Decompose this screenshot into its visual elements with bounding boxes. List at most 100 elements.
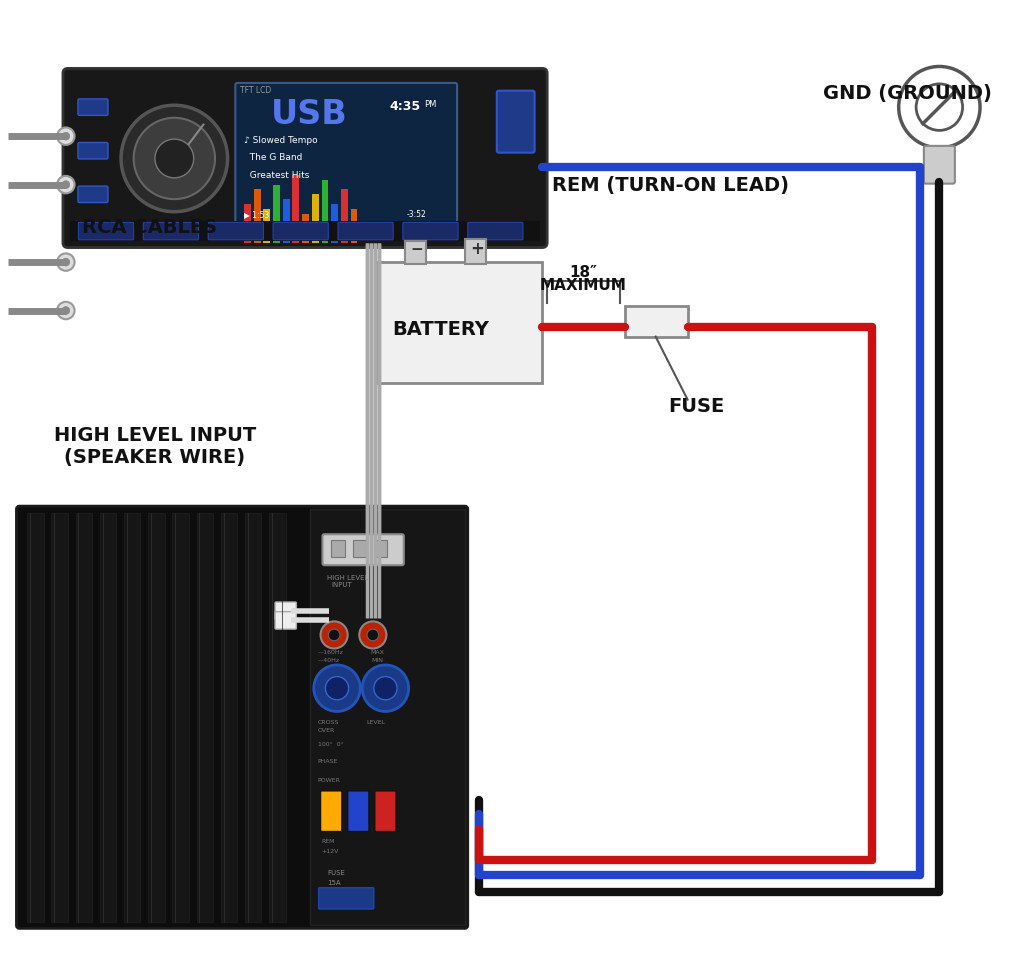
Bar	[378, 262, 543, 384]
Bar	[254, 190, 260, 243]
Bar	[269, 513, 286, 922]
Text: HIGH LEVEL: HIGH LEVEL	[328, 574, 369, 581]
Bar	[404, 241, 426, 264]
FancyBboxPatch shape	[402, 222, 458, 240]
FancyBboxPatch shape	[79, 222, 134, 240]
Text: CROSS: CROSS	[317, 720, 339, 725]
Bar	[244, 204, 251, 243]
FancyBboxPatch shape	[78, 186, 108, 202]
Text: —40Hz: —40Hz	[317, 658, 340, 663]
Bar	[70, 222, 541, 241]
Circle shape	[362, 665, 409, 712]
Bar	[51, 513, 68, 922]
Bar	[99, 513, 116, 922]
Text: −: −	[411, 243, 423, 257]
Text: FUSE: FUSE	[669, 397, 724, 416]
Bar	[293, 175, 299, 243]
Circle shape	[326, 676, 348, 700]
FancyBboxPatch shape	[338, 222, 393, 240]
FancyBboxPatch shape	[273, 222, 329, 240]
Circle shape	[155, 139, 194, 177]
Text: MAXIMUM: MAXIMUM	[540, 278, 627, 293]
Text: GND (GROUND): GND (GROUND)	[823, 84, 992, 104]
Bar	[322, 179, 329, 243]
Bar	[625, 306, 687, 337]
Text: The G Band: The G Band	[244, 153, 302, 162]
Circle shape	[62, 132, 70, 140]
Text: —160Hz: —160Hz	[317, 650, 343, 655]
FancyBboxPatch shape	[321, 791, 342, 831]
Bar	[341, 190, 348, 243]
Text: OVER: OVER	[317, 728, 335, 733]
Text: +12V: +12V	[322, 849, 339, 854]
Bar	[221, 513, 238, 922]
Text: Greatest Hits: Greatest Hits	[244, 171, 309, 180]
Text: 4:35: 4:35	[389, 100, 421, 113]
Text: BATTERY: BATTERY	[392, 319, 489, 339]
Text: MIN: MIN	[372, 658, 384, 663]
Bar	[302, 214, 309, 243]
Bar	[197, 513, 213, 922]
Text: MAX: MAX	[370, 650, 384, 655]
Circle shape	[62, 180, 70, 189]
Bar	[331, 540, 345, 557]
Bar	[350, 209, 357, 243]
Circle shape	[367, 629, 379, 641]
Bar	[172, 513, 188, 922]
Bar	[148, 513, 165, 922]
Bar	[27, 513, 44, 922]
FancyBboxPatch shape	[497, 91, 535, 152]
Circle shape	[899, 66, 980, 148]
Bar	[124, 513, 140, 922]
Text: -3:52: -3:52	[407, 210, 426, 219]
FancyBboxPatch shape	[348, 791, 369, 831]
Circle shape	[329, 629, 340, 641]
Text: POWER: POWER	[317, 778, 341, 784]
FancyBboxPatch shape	[275, 602, 296, 620]
Circle shape	[359, 621, 386, 648]
Bar	[310, 509, 465, 925]
Bar	[244, 223, 455, 228]
Text: REM (TURN-ON LEAD): REM (TURN-ON LEAD)	[552, 176, 790, 196]
FancyBboxPatch shape	[236, 82, 457, 232]
Circle shape	[57, 253, 75, 270]
Text: ♪ Slowed Tempo: ♪ Slowed Tempo	[244, 136, 317, 145]
Bar	[312, 195, 318, 243]
Text: ▶ 1:53: ▶ 1:53	[244, 210, 269, 219]
Text: USB: USB	[271, 98, 348, 130]
Circle shape	[916, 83, 963, 130]
Text: +: +	[471, 241, 484, 258]
Circle shape	[321, 621, 348, 648]
Bar	[244, 223, 302, 228]
FancyBboxPatch shape	[275, 612, 296, 629]
Circle shape	[374, 676, 397, 700]
Bar	[76, 513, 92, 922]
Bar	[465, 239, 486, 264]
FancyBboxPatch shape	[318, 888, 374, 909]
Text: PHASE: PHASE	[317, 759, 338, 763]
Text: INPUT: INPUT	[331, 582, 352, 589]
Text: RCA CABLES: RCA CABLES	[82, 218, 217, 237]
FancyBboxPatch shape	[78, 99, 108, 115]
FancyBboxPatch shape	[375, 791, 396, 831]
Circle shape	[121, 105, 227, 212]
Bar	[331, 204, 338, 243]
Bar	[283, 199, 290, 243]
Text: 18″: 18″	[569, 265, 597, 279]
FancyBboxPatch shape	[208, 222, 263, 240]
Circle shape	[57, 175, 75, 194]
Circle shape	[62, 307, 70, 315]
FancyBboxPatch shape	[924, 146, 954, 183]
Text: TFT LCD: TFT LCD	[241, 85, 271, 95]
FancyBboxPatch shape	[468, 222, 523, 240]
Text: PM: PM	[424, 100, 436, 109]
FancyBboxPatch shape	[78, 143, 108, 159]
FancyBboxPatch shape	[62, 68, 547, 247]
Bar	[374, 540, 387, 557]
Circle shape	[62, 258, 70, 266]
Text: HIGH LEVEL INPUT
(SPEAKER WIRE): HIGH LEVEL INPUT (SPEAKER WIRE)	[54, 426, 256, 466]
FancyBboxPatch shape	[143, 222, 199, 240]
Text: 15A: 15A	[328, 879, 341, 886]
FancyBboxPatch shape	[323, 534, 403, 565]
Text: 100°  0°: 100° 0°	[317, 742, 343, 747]
